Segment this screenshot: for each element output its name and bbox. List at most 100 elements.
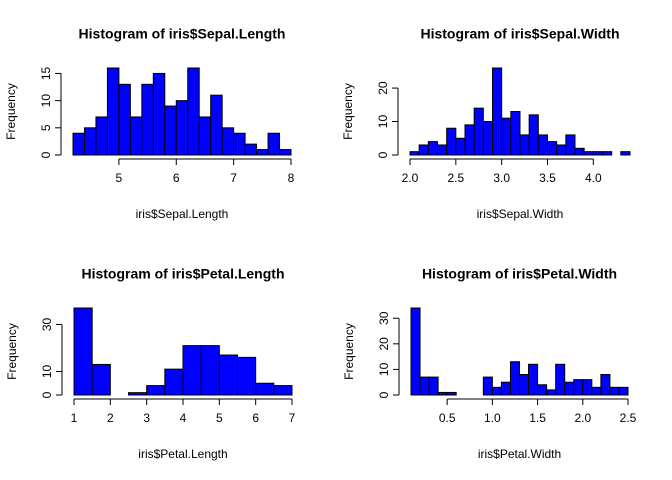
bar <box>72 132 85 156</box>
bar <box>547 141 558 156</box>
y-tick-label: 20 <box>377 337 391 351</box>
bar <box>256 149 269 156</box>
bar <box>582 379 593 396</box>
bar <box>473 107 484 156</box>
x-tick-label: 3.5 <box>539 171 556 185</box>
y-axis-label: Frequency <box>5 323 19 380</box>
bar <box>164 105 177 156</box>
bar <box>244 143 258 156</box>
bar <box>146 385 166 396</box>
bar <box>221 127 235 156</box>
x-tick-label: 6 <box>252 411 259 425</box>
bar <box>128 392 148 396</box>
bar <box>592 151 603 156</box>
bar <box>602 151 613 156</box>
x-tick-label: 7 <box>230 171 237 185</box>
bar <box>83 127 97 156</box>
x-tick-label: 2.0 <box>402 171 419 185</box>
bar <box>501 117 512 156</box>
x-tick-label: 5 <box>216 411 223 425</box>
chart-title: Histogram of iris$Petal.Length <box>81 266 284 282</box>
bar <box>152 72 166 156</box>
bar <box>95 116 108 156</box>
x-tick-label: 6 <box>173 171 180 185</box>
bar <box>583 151 594 156</box>
bar <box>591 386 602 396</box>
y-tick-label: 10 <box>40 364 54 378</box>
bar <box>573 379 584 396</box>
bar <box>410 307 421 396</box>
bar <box>218 354 238 396</box>
bar <box>419 376 430 396</box>
y-tick-label: 0 <box>39 151 53 158</box>
x-axis-label: iris$Sepal.Width <box>477 207 564 221</box>
y-tick-label: 15 <box>39 66 53 80</box>
bar <box>609 386 620 396</box>
y-tick-label: 10 <box>39 94 53 108</box>
y-tick-label: 0 <box>376 151 390 158</box>
bar <box>198 116 212 156</box>
x-tick-label: 2 <box>107 411 114 425</box>
x-tick-label: 3 <box>143 411 150 425</box>
x-axis-label: iris$Petal.Length <box>138 447 227 461</box>
bar <box>437 391 448 396</box>
bar <box>255 382 275 396</box>
bar <box>91 363 111 396</box>
bar <box>565 134 576 156</box>
y-tick-label: 10 <box>376 115 390 129</box>
x-tick-label: 2.5 <box>620 411 637 425</box>
bar <box>528 363 539 396</box>
x-tick-label: 3.0 <box>493 171 510 185</box>
bar <box>546 389 557 396</box>
bar <box>175 100 189 156</box>
y-tick-label: 0 <box>40 391 54 398</box>
bar <box>564 381 575 396</box>
bar <box>528 114 539 156</box>
bar <box>118 83 131 156</box>
bar <box>418 144 429 156</box>
bar <box>556 144 567 156</box>
x-tick-label: 4 <box>180 411 187 425</box>
y-tick-label: 10 <box>377 362 391 376</box>
bar <box>210 94 223 156</box>
bar <box>182 345 202 396</box>
chart-title: Histogram of iris$Petal.Width <box>422 266 617 282</box>
y-tick-label: 20 <box>376 81 390 95</box>
bar <box>437 144 448 156</box>
bar <box>510 111 521 156</box>
chart-title: Histogram of iris$Sepal.Width <box>420 26 619 42</box>
bar <box>620 151 631 156</box>
bar <box>446 127 457 156</box>
bar <box>491 386 502 396</box>
bar <box>187 67 200 156</box>
bar <box>273 385 293 396</box>
y-tick-label: 5 <box>39 124 53 131</box>
bar <box>464 124 475 156</box>
bar <box>200 345 220 396</box>
x-tick-label: 1 <box>71 411 78 425</box>
bar <box>618 386 629 396</box>
x-tick-label: 4.0 <box>585 171 602 185</box>
bar <box>237 356 257 396</box>
bar <box>455 137 466 156</box>
x-tick-label: 0.5 <box>439 411 456 425</box>
x-tick-label: 2.5 <box>447 171 464 185</box>
chart-title: Histogram of iris$Sepal.Length <box>79 26 286 42</box>
bar <box>574 147 585 156</box>
x-tick-label: 2.0 <box>574 411 591 425</box>
y-axis-label: Frequency <box>4 83 18 140</box>
bar <box>519 374 530 396</box>
x-tick-label: 1.5 <box>529 411 546 425</box>
x-axis-label: iris$Petal.Width <box>478 447 561 461</box>
y-tick-label: 0 <box>377 391 391 398</box>
bar <box>492 67 503 156</box>
x-tick-label: 5 <box>116 171 123 185</box>
x-axis-label: iris$Sepal.Length <box>136 207 229 221</box>
bar <box>164 368 184 396</box>
y-tick-label: 30 <box>40 317 54 331</box>
bar <box>519 134 530 156</box>
bar <box>509 361 521 396</box>
bar <box>141 83 154 156</box>
bar <box>267 132 281 156</box>
